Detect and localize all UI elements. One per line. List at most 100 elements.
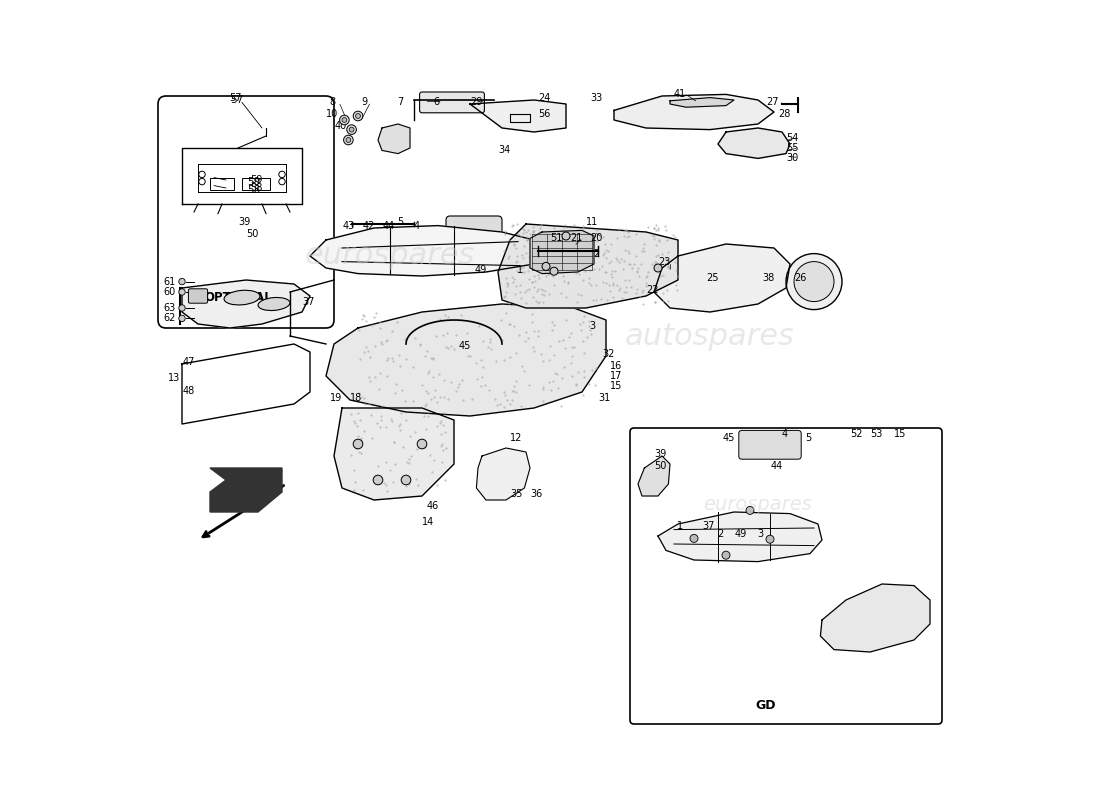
Circle shape [355,114,361,118]
Text: 19: 19 [330,393,342,402]
Circle shape [722,551,730,559]
Circle shape [179,289,185,295]
Text: 8: 8 [329,97,336,106]
Text: 2: 2 [717,529,724,538]
Circle shape [786,254,842,310]
Polygon shape [670,98,734,107]
Text: 20: 20 [591,233,603,242]
Text: 53: 53 [870,429,882,438]
Text: 48: 48 [183,386,195,396]
Polygon shape [498,224,678,308]
Text: 6: 6 [433,97,440,106]
Text: 9: 9 [361,97,367,106]
Text: 12: 12 [510,433,522,442]
Text: 5: 5 [805,433,812,442]
Text: 50: 50 [654,461,667,470]
Text: 56: 56 [538,109,551,118]
Text: eurospares: eurospares [704,494,813,514]
Text: 58: 58 [250,183,263,193]
Polygon shape [210,468,282,512]
Circle shape [373,475,383,485]
Text: 37: 37 [702,521,715,530]
Circle shape [349,127,354,132]
Ellipse shape [258,298,290,310]
FancyBboxPatch shape [419,92,484,113]
Text: 36: 36 [530,489,542,498]
Text: 51: 51 [550,233,562,242]
Polygon shape [530,230,594,274]
Polygon shape [654,244,790,312]
Polygon shape [470,100,566,132]
Circle shape [353,439,363,449]
Text: 7: 7 [397,97,404,106]
Polygon shape [821,584,930,652]
Polygon shape [326,304,606,416]
Polygon shape [310,226,550,276]
Circle shape [417,439,427,449]
Text: 1: 1 [678,521,683,530]
Text: 13: 13 [168,373,180,382]
Text: 63: 63 [164,303,176,313]
Text: 43: 43 [342,221,354,230]
Text: 60: 60 [164,287,176,297]
Text: 44: 44 [383,221,395,230]
Circle shape [343,135,353,145]
Text: 38: 38 [762,273,774,282]
Text: 4: 4 [414,221,419,230]
Text: 34: 34 [498,145,510,154]
Text: eurospares: eurospares [305,242,475,270]
Polygon shape [658,512,822,562]
FancyBboxPatch shape [446,216,502,244]
Text: 15: 15 [894,429,906,438]
Text: 58: 58 [248,185,261,194]
Text: 22: 22 [646,285,659,294]
Circle shape [766,535,774,543]
Text: 41: 41 [673,90,685,99]
Circle shape [340,115,349,125]
Text: 14: 14 [422,517,435,526]
Text: 27: 27 [766,97,779,106]
Polygon shape [614,94,774,130]
Text: 15: 15 [610,382,623,391]
Text: 3: 3 [757,529,763,538]
Text: 29: 29 [470,97,483,106]
Text: 39: 39 [239,217,251,226]
Polygon shape [476,448,530,500]
Circle shape [690,534,698,542]
Circle shape [179,305,185,311]
Circle shape [746,506,754,514]
Circle shape [542,262,550,270]
Text: 57: 57 [229,93,242,102]
Text: 17: 17 [610,371,623,381]
Circle shape [562,232,570,240]
Text: 3: 3 [590,321,595,330]
Text: 59: 59 [248,177,261,186]
Polygon shape [182,280,310,328]
Text: 2: 2 [593,249,600,258]
Circle shape [342,118,346,122]
Circle shape [179,278,185,285]
Text: 28: 28 [778,109,791,118]
Text: 31: 31 [598,393,611,402]
Polygon shape [334,408,454,500]
Text: 50: 50 [246,229,258,238]
Text: 16: 16 [610,361,623,370]
Text: 49: 49 [474,265,486,274]
Text: 42: 42 [362,221,375,230]
Text: 18: 18 [350,393,363,402]
Text: autospares: autospares [625,322,795,350]
Text: 37: 37 [302,297,315,306]
Ellipse shape [224,290,260,305]
Text: 62: 62 [164,313,176,322]
FancyBboxPatch shape [630,428,942,724]
Circle shape [179,315,185,322]
Text: 33: 33 [591,93,603,102]
Circle shape [654,264,662,272]
Circle shape [353,111,363,121]
Text: 25: 25 [706,273,718,282]
Text: 32: 32 [602,349,615,358]
Text: 1: 1 [517,265,524,274]
Text: 39: 39 [654,449,667,458]
Text: 45: 45 [459,341,471,350]
FancyBboxPatch shape [158,96,334,328]
